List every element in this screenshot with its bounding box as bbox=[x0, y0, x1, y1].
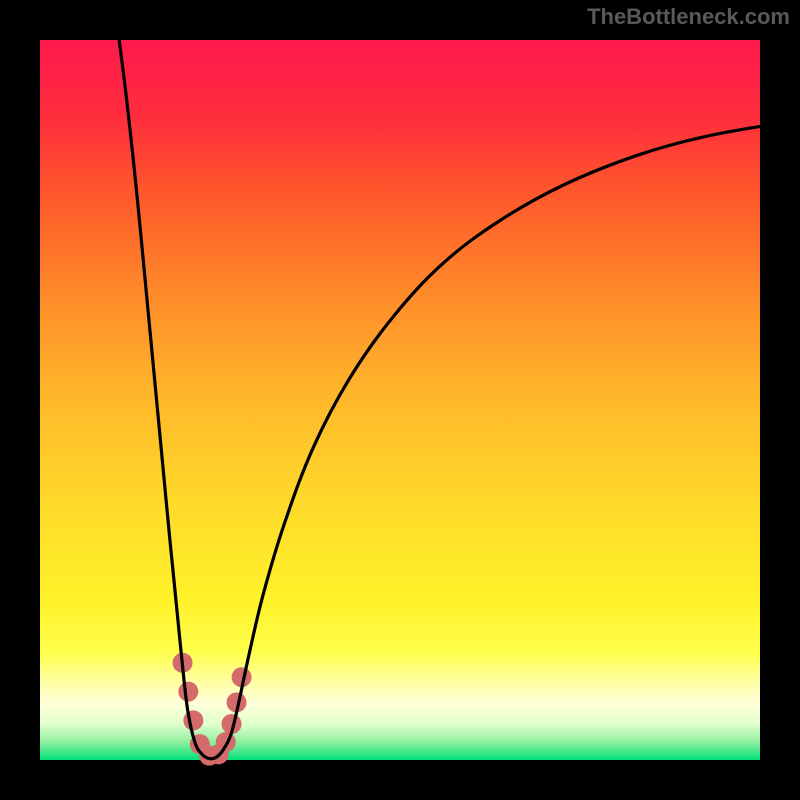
highlight-marker bbox=[178, 682, 198, 702]
bottleneck-chart-container: TheBottleneck.com bbox=[0, 0, 800, 800]
highlight-marker bbox=[216, 732, 236, 752]
bottleneck-chart-svg bbox=[0, 0, 800, 800]
highlight-marker bbox=[183, 710, 203, 730]
chart-plot-background bbox=[40, 40, 760, 760]
watermark-text: TheBottleneck.com bbox=[587, 4, 790, 30]
